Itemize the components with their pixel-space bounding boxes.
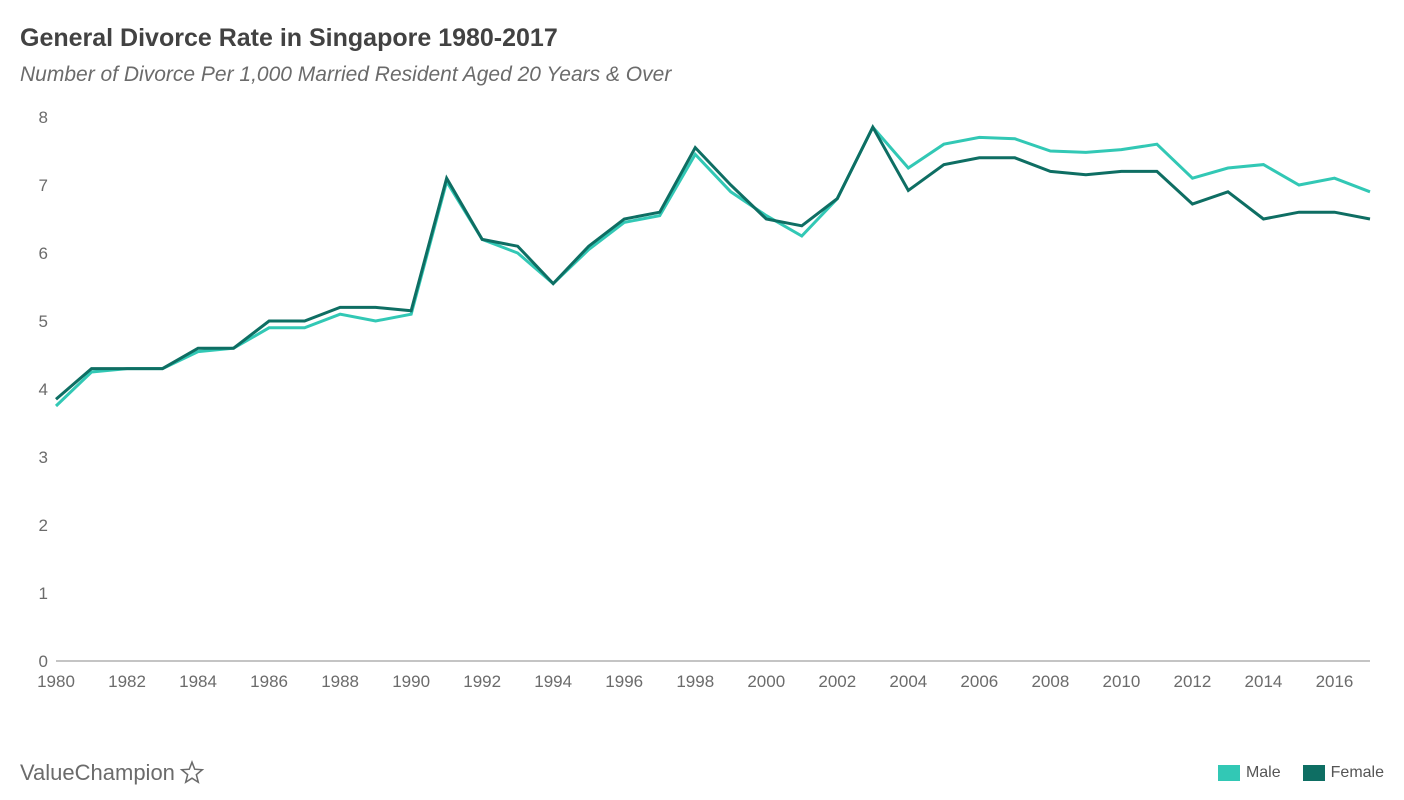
x-tick-label: 2014 — [1245, 672, 1283, 691]
x-tick-label: 2000 — [747, 672, 785, 691]
legend-swatch — [1303, 765, 1325, 781]
y-tick-label: 5 — [39, 312, 48, 331]
y-tick-label: 1 — [39, 584, 48, 603]
chart-subtitle: Number of Divorce Per 1,000 Married Resi… — [20, 63, 1384, 87]
x-tick-label: 1980 — [37, 672, 75, 691]
y-tick-label: 2 — [39, 516, 48, 535]
x-tick-label: 1996 — [605, 672, 643, 691]
x-tick-label: 2008 — [1031, 672, 1069, 691]
legend-item-male: Male — [1218, 764, 1281, 782]
brand-logo: ValueChampion — [20, 760, 205, 786]
legend-label: Male — [1246, 764, 1281, 782]
x-tick-label: 2010 — [1102, 672, 1140, 691]
star-icon — [179, 760, 205, 786]
y-tick-label: 8 — [39, 111, 48, 127]
brand-text: ValueChampion — [20, 760, 175, 786]
x-tick-label: 1984 — [179, 672, 217, 691]
legend-label: Female — [1331, 764, 1384, 782]
x-tick-label: 2016 — [1316, 672, 1354, 691]
chart-svg: 0 1 2 3 4 5 6 7 8 1980 1982 1984 1986 1988 1990 1992 199… — [20, 111, 1380, 701]
legend-item-female: Female — [1303, 764, 1384, 782]
x-tick-label: 2002 — [818, 672, 856, 691]
x-tick-label: 1998 — [676, 672, 714, 691]
y-tick-label: 7 — [39, 176, 48, 195]
x-tick-label: 1992 — [463, 672, 501, 691]
y-tick-label: 3 — [39, 448, 48, 467]
y-tick-label: 4 — [39, 380, 48, 399]
chart-title: General Divorce Rate in Singapore 1980-2… — [20, 24, 1384, 53]
y-tick-label: 0 — [39, 652, 48, 671]
x-tick-label: 1986 — [250, 672, 288, 691]
x-tick-label: 2004 — [889, 672, 927, 691]
y-tick-label: 6 — [39, 244, 48, 263]
x-tick-label: 1982 — [108, 672, 146, 691]
legend-swatch — [1218, 765, 1240, 781]
x-tick-label: 1994 — [534, 672, 572, 691]
x-tick-label: 1988 — [321, 672, 359, 691]
legend: Male Female — [1218, 764, 1384, 782]
series-line-female — [56, 127, 1370, 399]
series-line-male — [56, 127, 1370, 406]
chart-plot: 0 1 2 3 4 5 6 7 8 1980 1982 1984 1986 1988 1990 1992 199… — [20, 111, 1380, 701]
x-tick-label: 2006 — [960, 672, 998, 691]
x-tick-label: 1990 — [392, 672, 430, 691]
x-tick-label: 2012 — [1174, 672, 1212, 691]
